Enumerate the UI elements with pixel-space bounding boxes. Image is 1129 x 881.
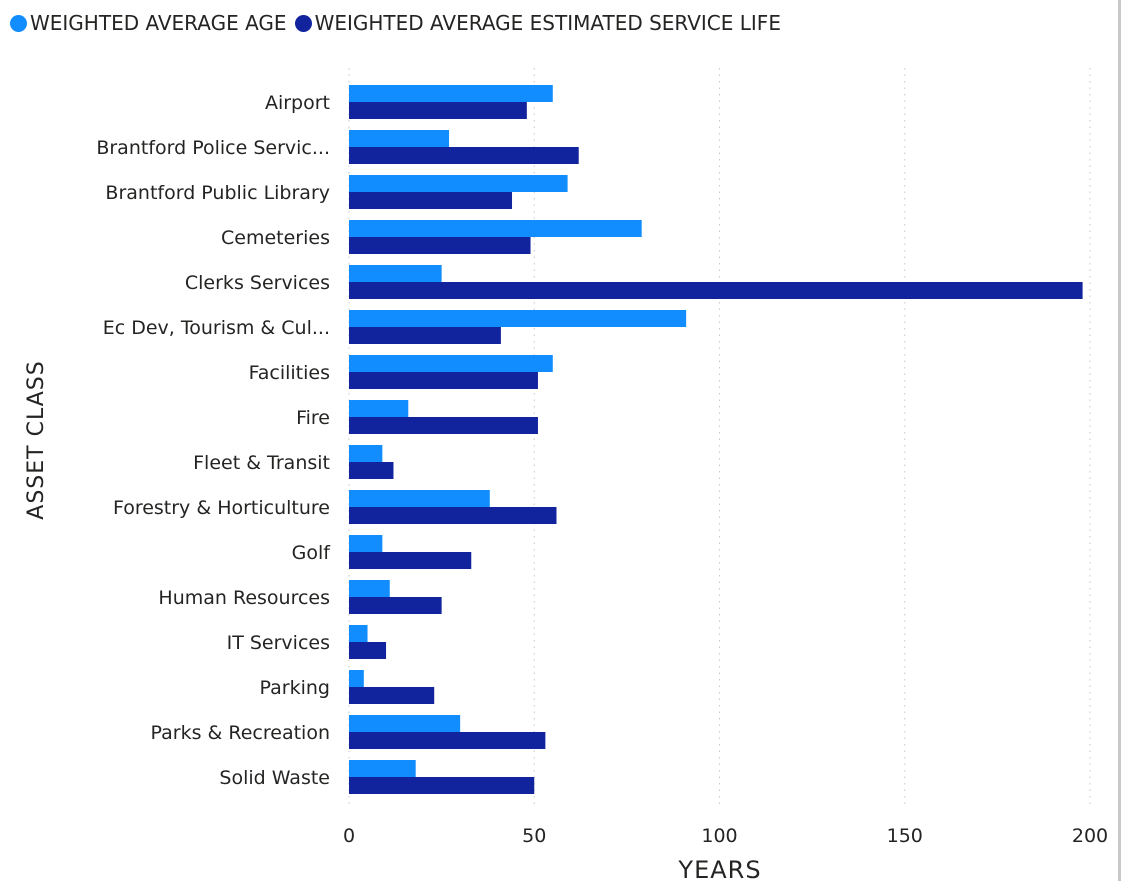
y-tick-label-clerks-services: Clerks Services — [185, 272, 330, 294]
legend-marker-service-life — [294, 14, 312, 32]
bar-service-life-solid-waste[interactable] — [349, 777, 535, 794]
bar-age-cemeteries[interactable] — [349, 220, 642, 237]
visual-border — [1118, 0, 1121, 881]
x-axis-tick-labels: 0 50 100 150 200 — [343, 825, 1108, 847]
bar-age-brantford-public-library[interactable] — [349, 175, 568, 192]
y-tick-label-airport: Airport — [265, 92, 330, 114]
bar-service-life-brantford-police-servic[interactable] — [349, 147, 579, 164]
y-tick-label-it-services: IT Services — [227, 632, 330, 654]
x-tick-label-150: 150 — [887, 825, 923, 847]
bar-service-life-airport[interactable] — [349, 102, 527, 119]
legend-item-age[interactable]: WEIGHTED AVERAGE AGE — [10, 11, 287, 35]
legend-label-service-life: WEIGHTED AVERAGE ESTIMATED SERVICE LIFE — [314, 11, 781, 35]
legend: WEIGHTED AVERAGE AGE WEIGHTED AVERAGE ES… — [10, 8, 789, 38]
bars — [349, 85, 1083, 794]
legend-marker-age — [10, 14, 27, 32]
bar-age-golf[interactable] — [349, 535, 383, 552]
bar-service-life-fire[interactable] — [349, 417, 538, 434]
bar-age-clerks-services[interactable] — [349, 265, 442, 282]
y-tick-label-fleet-transit: Fleet & Transit — [193, 452, 330, 474]
bar-age-solid-waste[interactable] — [349, 760, 416, 777]
bar-service-life-parks-recreation[interactable] — [349, 732, 546, 749]
bar-service-life-fleet-transit[interactable] — [349, 462, 394, 479]
bar-age-it-services[interactable] — [349, 625, 368, 642]
bar-service-life-human-resources[interactable] — [349, 597, 442, 614]
y-tick-label-human-resources: Human Resources — [158, 587, 330, 609]
bar-age-fire[interactable] — [349, 400, 409, 417]
bar-service-life-golf[interactable] — [349, 552, 472, 569]
bar-service-life-facilities[interactable] — [349, 372, 538, 389]
bar-age-facilities[interactable] — [349, 355, 553, 372]
x-tick-label-100: 100 — [701, 825, 737, 847]
bar-age-ec-dev-tourism-cul[interactable] — [349, 310, 687, 327]
y-tick-label-fire: Fire — [296, 407, 330, 429]
bar-service-life-it-services[interactable] — [349, 642, 387, 659]
x-tick-label-0: 0 — [343, 825, 355, 847]
y-tick-label-golf: Golf — [292, 542, 332, 564]
bar-age-brantford-police-servic[interactable] — [349, 130, 450, 147]
bar-age-fleet-transit[interactable] — [349, 445, 383, 462]
bar-service-life-forestry-horticulture[interactable] — [349, 507, 557, 524]
legend-item-service-life[interactable]: WEIGHTED AVERAGE ESTIMATED SERVICE LIFE — [294, 11, 781, 35]
bar-age-parks-recreation[interactable] — [349, 715, 461, 732]
y-tick-label-brantford-public-library: Brantford Public Library — [105, 182, 330, 204]
y-tick-label-parking: Parking — [260, 677, 330, 699]
bar-age-human-resources[interactable] — [349, 580, 390, 597]
bar-service-life-parking[interactable] — [349, 687, 435, 704]
bar-service-life-brantford-public-library[interactable] — [349, 192, 513, 209]
x-axis-title: YEARS — [677, 856, 761, 881]
legend-label-age: WEIGHTED AVERAGE AGE — [30, 11, 287, 35]
bar-age-forestry-horticulture[interactable] — [349, 490, 490, 507]
bar-service-life-ec-dev-tourism-cul[interactable] — [349, 327, 501, 344]
bar-age-airport[interactable] — [349, 85, 553, 102]
bar-age-parking[interactable] — [349, 670, 364, 687]
y-tick-label-cemeteries: Cemeteries — [221, 227, 330, 249]
y-axis-title: ASSET CLASS — [24, 360, 49, 519]
y-tick-label-solid-waste: Solid Waste — [219, 767, 330, 789]
y-tick-label-forestry-horticulture: Forestry & Horticulture — [113, 497, 330, 519]
x-tick-label-50: 50 — [522, 825, 546, 847]
y-tick-label-brantford-police-servic: Brantford Police Servic... — [96, 137, 330, 159]
x-tick-label-200: 200 — [1072, 825, 1108, 847]
y-tick-label-ec-dev-tourism-cul: Ec Dev, Tourism & Cul... — [103, 317, 330, 339]
y-tick-label-facilities: Facilities — [249, 362, 330, 384]
bar-service-life-clerks-services[interactable] — [349, 282, 1083, 299]
y-axis-tick-labels: Airport Brantford Police Servic... Brantfo… — [96, 92, 331, 789]
y-tick-label-parks-recreation: Parks & Recreation — [151, 722, 330, 744]
bar-service-life-cemeteries[interactable] — [349, 237, 531, 254]
